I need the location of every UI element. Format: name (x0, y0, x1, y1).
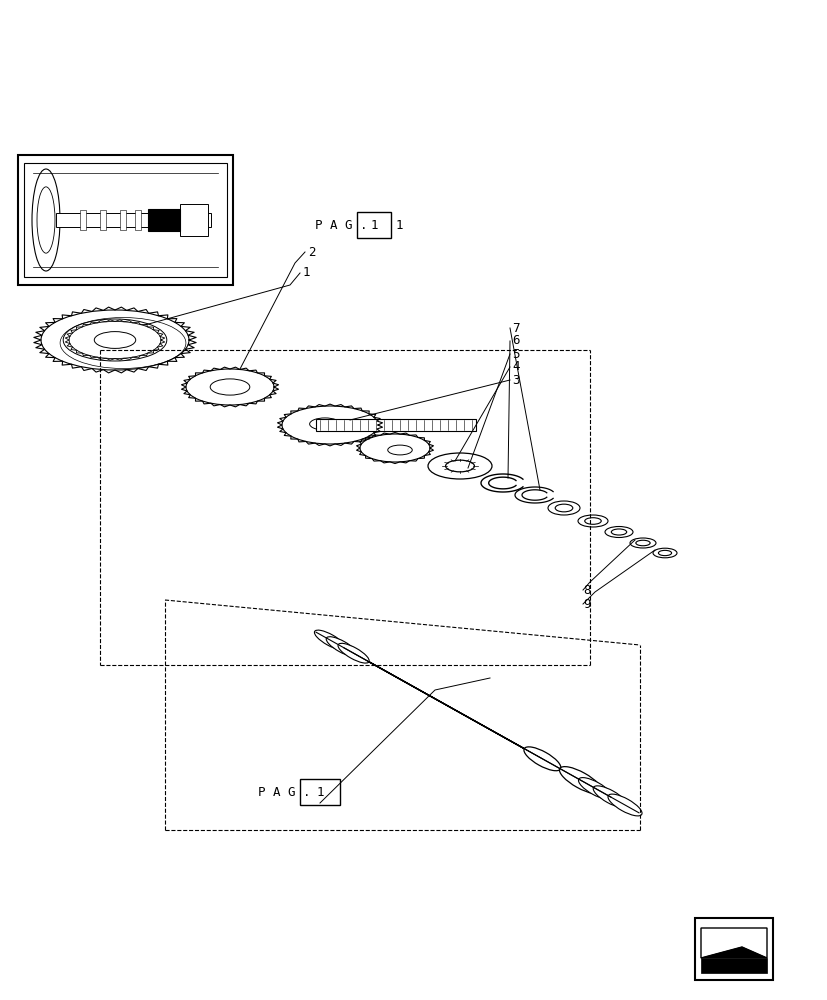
Text: 2: 2 (308, 245, 315, 258)
Text: 1: 1 (395, 219, 403, 232)
Bar (80, 210, 86, 230)
Text: 1: 1 (370, 219, 377, 232)
Ellipse shape (629, 538, 655, 548)
Bar (315, 419, 475, 431)
Polygon shape (316, 632, 638, 813)
Ellipse shape (387, 445, 412, 455)
Ellipse shape (41, 310, 189, 370)
Ellipse shape (657, 550, 671, 556)
Bar (148, 209, 179, 231)
Text: 8: 8 (582, 584, 590, 596)
Ellipse shape (523, 747, 560, 771)
Text: 6: 6 (511, 334, 519, 348)
Ellipse shape (559, 767, 601, 794)
Ellipse shape (635, 540, 649, 546)
Ellipse shape (37, 187, 55, 253)
Polygon shape (700, 928, 766, 958)
Bar (694, 918, 772, 980)
Ellipse shape (63, 319, 166, 361)
Ellipse shape (69, 321, 160, 359)
Ellipse shape (578, 778, 612, 799)
Ellipse shape (360, 434, 429, 462)
Ellipse shape (314, 630, 345, 650)
Ellipse shape (610, 529, 626, 535)
Ellipse shape (428, 453, 491, 479)
Ellipse shape (445, 460, 474, 472)
Ellipse shape (309, 418, 340, 430)
Ellipse shape (186, 369, 274, 405)
Text: 1: 1 (303, 266, 310, 279)
Ellipse shape (210, 379, 250, 395)
Ellipse shape (584, 518, 600, 524)
Ellipse shape (592, 786, 627, 808)
Ellipse shape (547, 501, 579, 515)
Text: 4: 4 (511, 360, 519, 373)
Bar (179, 204, 208, 236)
Bar (18, 155, 232, 285)
Ellipse shape (607, 794, 641, 816)
Ellipse shape (94, 332, 136, 348)
Polygon shape (700, 958, 766, 973)
Bar (120, 210, 126, 230)
Ellipse shape (337, 643, 369, 663)
Ellipse shape (555, 504, 572, 512)
Text: P A G .: P A G . (258, 786, 310, 798)
Ellipse shape (653, 548, 676, 558)
Text: 3: 3 (511, 373, 519, 386)
Text: 1: 1 (316, 786, 323, 798)
Text: 9: 9 (582, 597, 590, 610)
Ellipse shape (605, 526, 632, 538)
Bar (135, 210, 141, 230)
Bar (24, 163, 227, 277)
Ellipse shape (577, 515, 607, 527)
Text: P A G .: P A G . (314, 219, 367, 232)
Text: 5: 5 (511, 348, 519, 360)
Text: 7: 7 (511, 322, 519, 334)
Bar (100, 210, 106, 230)
Polygon shape (700, 947, 766, 958)
FancyBboxPatch shape (356, 212, 390, 238)
Ellipse shape (32, 169, 60, 271)
Ellipse shape (282, 406, 378, 444)
Bar (56, 213, 211, 227)
FancyBboxPatch shape (299, 779, 340, 805)
Ellipse shape (326, 637, 357, 656)
